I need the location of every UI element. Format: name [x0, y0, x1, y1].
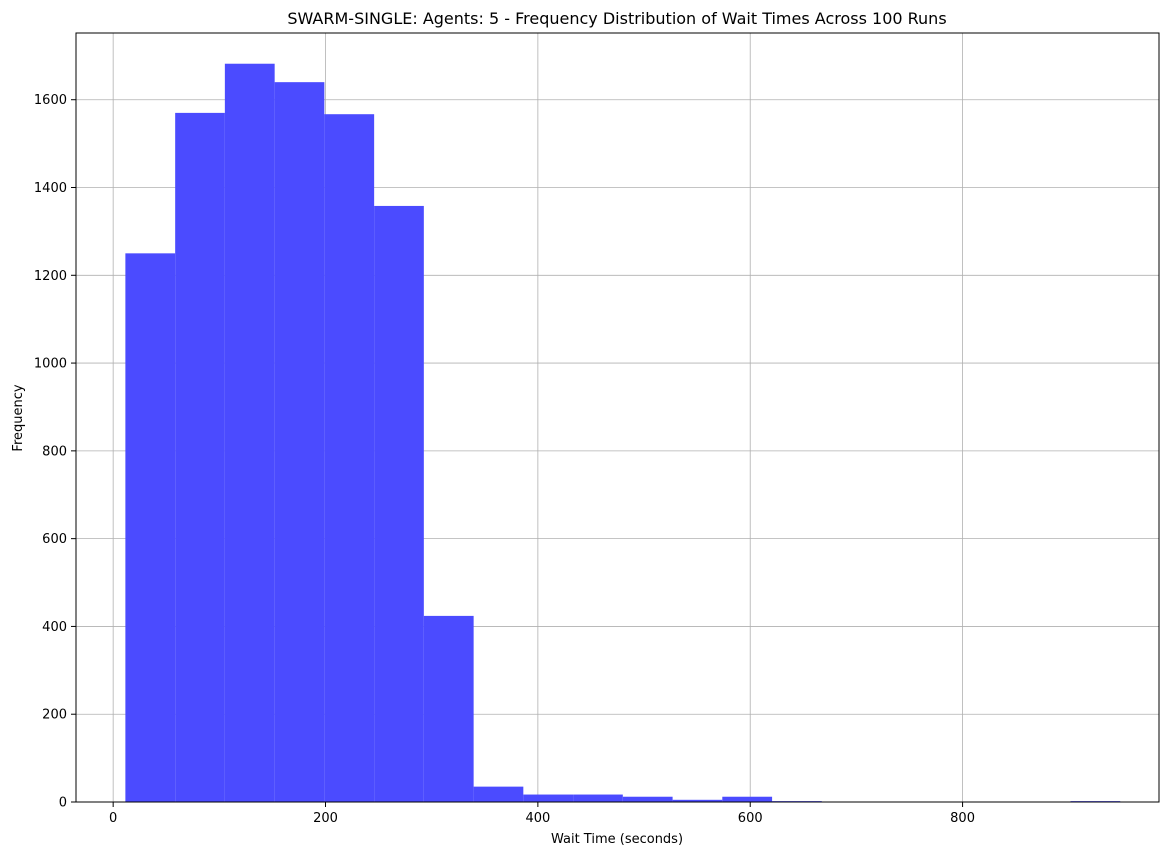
histogram-bar-7	[473, 786, 524, 802]
y-tick-label: 0	[59, 796, 67, 811]
y-axis-label: Frequency	[11, 384, 26, 451]
x-axis-label: Wait Time (seconds)	[551, 832, 683, 847]
x-axis-ticks: 0 200 400 600 800	[109, 802, 975, 826]
histogram-bar-1	[175, 112, 225, 802]
histogram-bars	[125, 63, 1121, 803]
chart-title: SWARM-SINGLE: Agents: 5 - Frequency Dist…	[287, 9, 946, 28]
y-tick-label: 1600	[34, 93, 67, 108]
x-tick-label: 0	[109, 811, 117, 826]
y-tick-label: 400	[42, 620, 67, 635]
histogram-bar-2	[224, 63, 275, 803]
histogram-bar-5	[374, 205, 424, 803]
x-tick-label: 400	[525, 811, 550, 826]
histogram-bar-6	[423, 615, 474, 802]
histogram-bar-11	[672, 799, 723, 802]
histogram-bar-0	[125, 253, 176, 803]
histogram-bar-8	[523, 794, 574, 802]
histogram-bar-10	[622, 796, 673, 802]
x-tick-label: 200	[313, 811, 338, 826]
x-tick-label: 800	[950, 811, 975, 826]
y-tick-label: 200	[42, 708, 67, 723]
histogram-bar-4	[324, 114, 375, 803]
y-tick-label: 800	[42, 444, 67, 459]
y-tick-label: 1200	[34, 269, 67, 284]
y-axis-ticks: 0 200 400 600 800 1000 1200 1400 1600	[34, 93, 76, 811]
histogram-bar-3	[274, 82, 325, 803]
x-tick-label: 600	[738, 811, 763, 826]
histogram-bar-9	[573, 794, 623, 802]
y-tick-label: 1400	[34, 181, 67, 196]
histogram-bar-12	[722, 796, 773, 802]
y-tick-label: 600	[42, 532, 67, 547]
plot-frame	[75, 32, 1160, 803]
y-tick-label: 1000	[34, 357, 67, 372]
